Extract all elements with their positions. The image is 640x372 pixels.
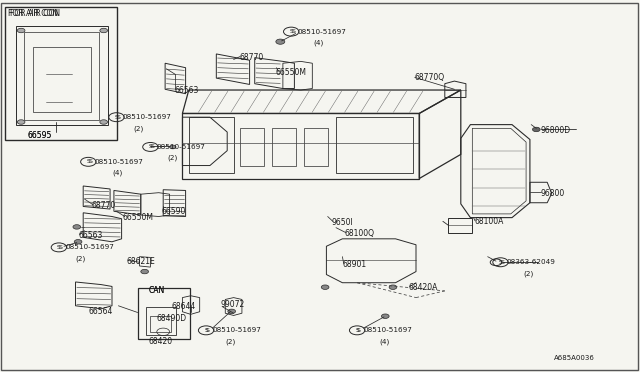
Text: S: S bbox=[86, 159, 90, 164]
Bar bbox=[336, 117, 413, 173]
Text: FOR AIR CON: FOR AIR CON bbox=[8, 9, 58, 17]
Text: S: S bbox=[206, 328, 210, 333]
Circle shape bbox=[17, 28, 25, 33]
Text: 68621E: 68621E bbox=[127, 257, 156, 266]
Text: 66590: 66590 bbox=[161, 207, 186, 216]
Bar bbox=[150, 316, 171, 332]
Text: 68770Q: 68770Q bbox=[415, 73, 445, 82]
Text: 08510-51697: 08510-51697 bbox=[65, 244, 114, 250]
Text: 08510-51697: 08510-51697 bbox=[123, 114, 172, 120]
Text: S: S bbox=[204, 328, 208, 333]
Text: 96800: 96800 bbox=[541, 189, 565, 198]
Circle shape bbox=[389, 285, 397, 289]
Circle shape bbox=[228, 309, 236, 314]
Text: 66563: 66563 bbox=[78, 231, 102, 240]
Text: S: S bbox=[357, 328, 361, 333]
Bar bbox=[5, 7, 117, 140]
Text: 68100A: 68100A bbox=[475, 217, 504, 226]
Circle shape bbox=[141, 269, 148, 274]
Text: 68770: 68770 bbox=[92, 201, 116, 210]
Text: S: S bbox=[88, 159, 92, 164]
Circle shape bbox=[321, 285, 329, 289]
Bar bbox=[240, 128, 264, 166]
Text: S: S bbox=[355, 328, 359, 333]
Text: 99072: 99072 bbox=[221, 300, 245, 309]
Text: 96800D: 96800D bbox=[541, 126, 571, 135]
Text: (2): (2) bbox=[225, 338, 236, 345]
Text: 68901: 68901 bbox=[342, 260, 367, 269]
Circle shape bbox=[17, 120, 25, 124]
Text: 68770: 68770 bbox=[240, 53, 264, 62]
Text: (4): (4) bbox=[379, 338, 389, 345]
Text: 68420A: 68420A bbox=[408, 283, 438, 292]
Circle shape bbox=[276, 39, 285, 44]
Text: 66563: 66563 bbox=[174, 86, 198, 94]
Circle shape bbox=[74, 240, 82, 244]
Bar bbox=[138, 288, 190, 339]
Circle shape bbox=[100, 120, 108, 124]
Text: 66564: 66564 bbox=[88, 307, 113, 316]
Circle shape bbox=[381, 314, 389, 318]
Text: A685A0036: A685A0036 bbox=[554, 355, 595, 361]
Text: 9650l: 9650l bbox=[332, 218, 353, 227]
Text: 08510-51697: 08510-51697 bbox=[157, 144, 205, 150]
Text: 66595: 66595 bbox=[28, 131, 52, 140]
Text: 08510-51697: 08510-51697 bbox=[364, 327, 412, 333]
Text: 68420: 68420 bbox=[148, 337, 173, 346]
Text: FOR AIR CON: FOR AIR CON bbox=[10, 9, 60, 17]
Text: S: S bbox=[116, 115, 120, 120]
Text: 66595: 66595 bbox=[28, 131, 52, 140]
Text: 08510-51697: 08510-51697 bbox=[95, 159, 143, 165]
Text: (2): (2) bbox=[168, 155, 178, 161]
Text: (2): (2) bbox=[133, 125, 143, 132]
Text: (2): (2) bbox=[76, 255, 86, 262]
Text: S: S bbox=[499, 260, 502, 265]
Text: CAN: CAN bbox=[148, 286, 164, 295]
Text: S: S bbox=[57, 245, 61, 250]
Text: 08510-51697: 08510-51697 bbox=[212, 327, 261, 333]
Text: S: S bbox=[59, 245, 63, 250]
Text: (4): (4) bbox=[314, 39, 324, 46]
Circle shape bbox=[532, 127, 540, 132]
Text: S: S bbox=[289, 29, 293, 34]
Circle shape bbox=[73, 225, 81, 229]
Text: S: S bbox=[115, 115, 118, 120]
Text: (2): (2) bbox=[524, 270, 534, 277]
Text: 08510-51697: 08510-51697 bbox=[298, 29, 346, 35]
Text: S: S bbox=[150, 144, 154, 150]
Text: 68490D: 68490D bbox=[157, 314, 187, 323]
Text: S: S bbox=[148, 144, 152, 150]
Text: 66550M: 66550M bbox=[123, 213, 154, 222]
Text: 66550M: 66550M bbox=[275, 68, 306, 77]
Text: (4): (4) bbox=[112, 170, 122, 176]
Bar bbox=[272, 128, 296, 166]
Text: S: S bbox=[291, 29, 295, 34]
Text: 68100Q: 68100Q bbox=[344, 229, 374, 238]
Bar bbox=[304, 128, 328, 166]
Text: CAN: CAN bbox=[148, 286, 164, 295]
Text: 68644: 68644 bbox=[172, 302, 196, 311]
Circle shape bbox=[170, 145, 176, 149]
Bar bbox=[33, 46, 91, 112]
Circle shape bbox=[100, 28, 108, 33]
Text: S: S bbox=[500, 260, 504, 265]
Text: 08363-62049: 08363-62049 bbox=[507, 259, 556, 265]
